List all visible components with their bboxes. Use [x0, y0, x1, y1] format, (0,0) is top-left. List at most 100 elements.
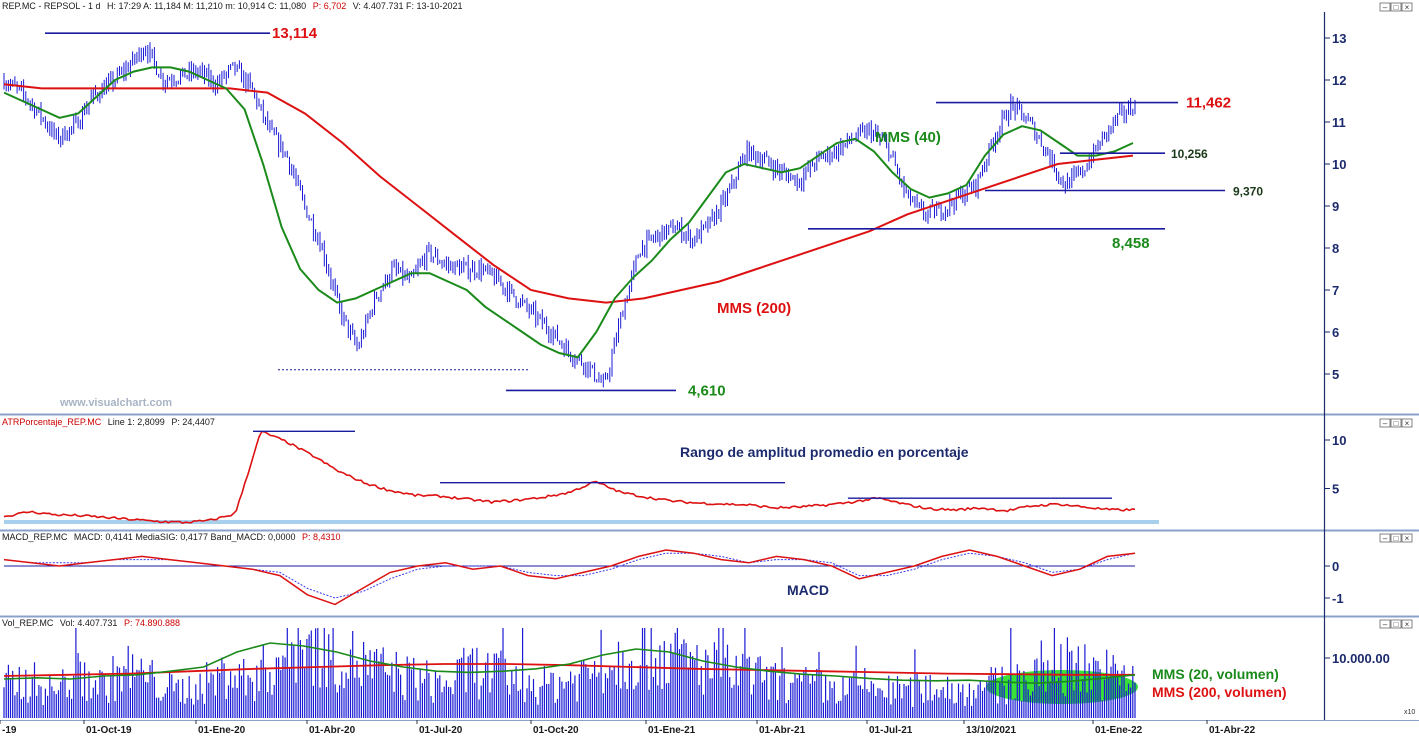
x-tick-label: 01-Oct-19	[86, 725, 132, 736]
atr-panel-header: ATRPorcentaje_REP.MC Line 1: 2,8099 P: 2…	[2, 417, 215, 427]
scale-label: x10	[1404, 709, 1415, 716]
price-y-tick-label: 11	[1332, 115, 1346, 130]
level-label-1: 11,462	[1186, 95, 1231, 112]
window-button-glyph-1-0: –	[1383, 419, 1388, 428]
x-tick-label: 01-Ene-22	[1095, 725, 1143, 736]
window-button-glyph-3-0: –	[1383, 620, 1388, 629]
vol-ma200-label: MMS (200, volumen)	[1152, 684, 1287, 700]
vol-header-p: P: 74.890.888	[124, 618, 180, 628]
price-y-tick-label: 9	[1332, 199, 1339, 214]
level-label-3: 9,370	[1233, 185, 1263, 199]
window-button-glyph-2-1: □	[1394, 534, 1399, 543]
ma40-annotation: MMS (40)	[875, 129, 941, 146]
atr-y-tick-label: 5	[1332, 482, 1339, 497]
window-button-1-1[interactable]	[1390, 418, 1402, 428]
svg-text:Vol_REP.MC Vol: 4.407.73: Vol_REP.MC Vol: 4.407.731 P: 74.890.888	[2, 618, 180, 628]
window-button-glyph-0-0: –	[1383, 3, 1388, 12]
x-cursor-label: 13/10/2021	[966, 725, 1016, 736]
macd-line	[3, 549, 1136, 606]
svg-text:ATRPorcentaje_REP.MC Lin: ATRPorcentaje_REP.MC Line 1: 2,8099 P: 2…	[2, 417, 215, 427]
window-button-glyph-2-2: ×	[1405, 534, 1410, 543]
window-button-2-2[interactable]	[1401, 533, 1413, 543]
svg-text:REP.MC - REPSOL - 1 d H:: REP.MC - REPSOL - 1 d H: 17:29 A: 11,184…	[2, 1, 463, 11]
window-button-0-1[interactable]	[1390, 2, 1402, 12]
window-button-glyph-1-1: □	[1394, 419, 1399, 428]
macd-header-p: P: 8,4310	[302, 532, 341, 542]
atr-baseline	[4, 520, 1159, 524]
x-axis: -19 01-Oct-19 01-Ene-20 01-Abr-20 01-Jul-20 0…	[0, 720, 1256, 736]
x-tick-label: 01-Ene-21	[648, 725, 696, 736]
price-y-tick-label: 5	[1332, 367, 1339, 382]
price-y-tick-label: 7	[1332, 283, 1339, 298]
x-tick-label: 01-Jul-20	[419, 725, 463, 736]
price-y-tick-label: 13	[1332, 31, 1346, 46]
window-button-1-2[interactable]	[1401, 418, 1413, 428]
atr-header-values: Line 1: 2,8099	[108, 417, 165, 427]
vol-ma200-line	[3, 663, 1135, 677]
price-header-label: REP.MC - REPSOL - 1 d	[2, 1, 101, 11]
window-button-3-0[interactable]	[1379, 619, 1391, 629]
window-button-1-0[interactable]	[1379, 418, 1391, 428]
vol-ma20-label: MMS (20, volumen)	[1152, 666, 1279, 682]
x-tick-label: 01-Abr-21	[759, 725, 806, 736]
window-button-0-0[interactable]	[1379, 2, 1391, 12]
window-button-glyph-0-2: ×	[1405, 3, 1410, 12]
y-axes: 5 6 7 8 9 10 11 12 13 5 10 -1 0 10.000.00	[1324, 31, 1390, 666]
level-label-2: 10,256	[1171, 147, 1208, 161]
window-button-glyph-0-1: □	[1394, 3, 1399, 12]
vol-y-tick-label: 10.000.00	[1332, 651, 1390, 666]
price-y-tick-label: 6	[1332, 325, 1339, 340]
ma40-line	[3, 66, 1134, 359]
x-tick-label: -19	[2, 725, 17, 736]
macd-annotation: MACD	[787, 582, 829, 598]
window-button-2-1[interactable]	[1390, 533, 1402, 543]
window-button-2-0[interactable]	[1379, 533, 1391, 543]
price-header-values: H: 17:29 A: 11,184 M: 11,210 m: 10,914 C…	[107, 1, 306, 11]
macd-panel	[3, 549, 1136, 606]
level-label-0: 13,114	[272, 25, 318, 42]
window-button-glyph-2-0: –	[1383, 534, 1388, 543]
watermark: www.visualchart.com	[59, 397, 172, 409]
atr-y-tick-label: 10	[1332, 433, 1346, 448]
macd-header-label: MACD_REP.MC	[2, 532, 68, 542]
macd-y-tick-label: -1	[1332, 591, 1344, 606]
price-y-tick-label: 12	[1332, 73, 1346, 88]
window-button-3-2[interactable]	[1401, 619, 1413, 629]
window-button-glyph-3-1: □	[1394, 620, 1399, 629]
atr-annotation: Rango de amplitud promedio en porcentaje	[680, 444, 969, 460]
price-panel-header: REP.MC - REPSOL - 1 d H: 17:29 A: 11,184…	[2, 1, 463, 11]
x-tick-label: 01-Oct-20	[533, 725, 579, 736]
level-label-5: 4,610	[688, 382, 726, 399]
price-header-p: P: 6,702	[313, 1, 347, 11]
macd-header-values: MACD: 0,4141 MediaSIG: 0,4177 Band_MACD:…	[74, 532, 296, 542]
x-tick-label: 01-Abr-20	[309, 725, 356, 736]
x-tick-label: 01-Ene-20	[198, 725, 246, 736]
vol-ma20-line	[3, 642, 1136, 685]
window-button-glyph-1-2: ×	[1405, 419, 1410, 428]
level-label-4: 8,458	[1112, 235, 1150, 252]
window-button-glyph-3-2: ×	[1405, 620, 1410, 629]
x-tick-label: 01-Abr-22	[1209, 725, 1256, 736]
price-y-tick-label: 8	[1332, 241, 1339, 256]
atr-header-p: P: 24,4407	[171, 417, 215, 427]
macd-panel-header: MACD_REP.MC MACD: 0,4141 MediaSIG: 0,417…	[2, 532, 341, 542]
price-header-tail: V: 4.407.731 F: 13-10-2021	[353, 1, 463, 11]
window-buttons: – □ ×– □ ×– □ ×– □ ×	[1379, 2, 1413, 629]
window-button-3-1[interactable]	[1390, 619, 1402, 629]
ma200-line	[3, 83, 1134, 304]
ma200-annotation: MMS (200)	[717, 300, 791, 317]
atr-line	[3, 430, 1136, 524]
atr-panel	[3, 430, 1159, 524]
vol-header-label: Vol_REP.MC	[2, 618, 54, 628]
vol-panel-header: Vol_REP.MC Vol: 4.407.731 P: 74.890.888	[2, 618, 180, 628]
price-panel: 13,114 11,462 10,256 9,370 8,458 4,610 MMS (40…	[3, 25, 1263, 399]
atr-header-label: ATRPorcentaje_REP.MC	[2, 417, 102, 427]
window-button-0-2[interactable]	[1401, 2, 1413, 12]
volume-panel	[3, 628, 1138, 718]
svg-text:MACD_REP.MC MACD: 0,4141: MACD_REP.MC MACD: 0,4141 MediaSIG: 0,417…	[2, 532, 341, 542]
x-tick-label: 01-Jul-21	[869, 725, 913, 736]
macd-y-tick-label: 0	[1332, 559, 1339, 574]
vol-header-values: Vol: 4.407.731	[60, 618, 118, 628]
